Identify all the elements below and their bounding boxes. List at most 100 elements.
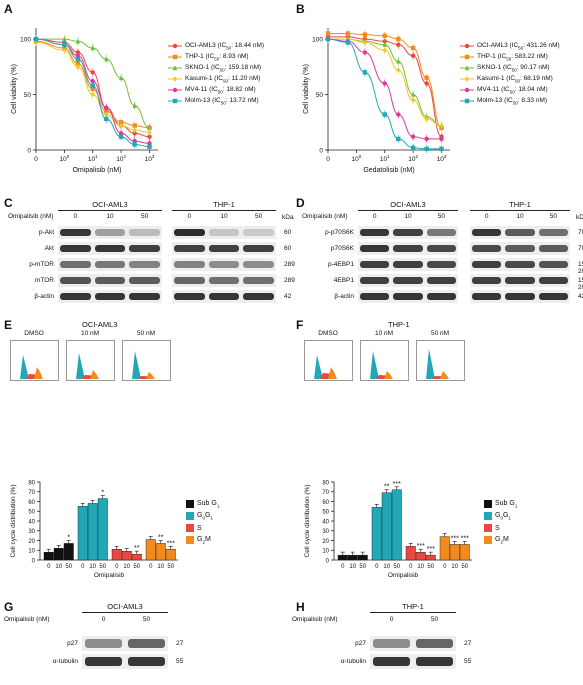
dose-tick-label: 10: [451, 564, 458, 570]
blot-band: [373, 657, 410, 666]
blot-band: [94, 245, 126, 252]
panel-letter-f: F: [296, 318, 304, 332]
dose-tick-label: 0: [443, 564, 447, 570]
y-tick-label: 30: [28, 529, 35, 535]
g2m-peak: [440, 371, 449, 379]
blot-band: [94, 277, 126, 284]
blot-band: [94, 229, 126, 236]
bar: [165, 549, 176, 561]
legend-marker: [464, 43, 470, 49]
cycle-legend-entry: Sub G1: [186, 500, 219, 508]
legend-label: MV4-11 (IC50: 18.04 nM): [477, 86, 548, 95]
data-point: [75, 64, 81, 70]
cycle-legend-swatch: [186, 536, 194, 545]
western-blot-c: OCI-AML3 THP-1 Omipalisib (nM) 0 10 50 0 10 50 kD…: [0, 196, 295, 306]
header-underline: [82, 612, 168, 613]
x-axis-label: Omipalisib: [94, 572, 125, 579]
protein-label: β-actin: [34, 293, 54, 300]
y-tick-label: 60: [322, 500, 329, 506]
data-point: [382, 33, 387, 38]
x-tick-exponent: 3: [444, 154, 447, 159]
x-tick-exponent: 2: [415, 154, 418, 159]
legend-entry: OCI-AML3 (IC50: 18.44 nM): [168, 42, 264, 50]
dose-label: 50: [430, 616, 439, 623]
x-tick-label: 102: [116, 154, 126, 163]
y-tick-label: 0: [319, 148, 323, 155]
blot-band: [360, 261, 390, 268]
blot-band: [538, 245, 568, 252]
dose-label: 10: [220, 213, 228, 220]
g0g1-peak: [364, 351, 379, 379]
dose-tick-label: 50: [427, 564, 434, 570]
data-point: [118, 75, 124, 81]
cycle-legend-swatch: [186, 500, 194, 509]
protein-label: p-Akt: [38, 229, 54, 236]
significance-mark: *: [67, 534, 70, 541]
flow-histogram: [304, 340, 353, 381]
cell-line-header: THP-1: [213, 200, 235, 209]
bar: [77, 506, 88, 561]
data-point: [410, 145, 416, 150]
y-tick-label: 0: [326, 558, 330, 564]
data-point: [147, 125, 152, 131]
blot-band: [472, 261, 502, 268]
data-point: [118, 134, 124, 139]
blot-band: [426, 293, 456, 300]
dose-label: 0: [372, 213, 377, 220]
flow-histogram: [10, 340, 59, 381]
cycle-legend-entry: S: [186, 524, 202, 532]
cycle-legend-entry: G0G1: [484, 512, 511, 520]
data-point: [424, 136, 429, 142]
data-point: [410, 91, 416, 97]
panel-letter-g: G: [4, 600, 14, 614]
x-axis-label: Omipalisib: [388, 572, 419, 579]
flow-histogram: [66, 340, 115, 381]
blot-band: [243, 293, 274, 300]
cycle-legend-label: Sub G1: [495, 500, 518, 509]
blot-band: [505, 293, 535, 300]
cell-line-header: OCI-AML3: [390, 200, 426, 209]
data-point: [104, 111, 109, 118]
histogram-frame: [304, 340, 353, 381]
blot-band: [174, 245, 205, 252]
legend-label: THP-1 (IC50: 583.22 nM): [477, 53, 548, 62]
legend-marker: [464, 65, 470, 71]
data-point: [104, 105, 109, 111]
legend-marker: [172, 43, 178, 49]
legend-marker: [464, 98, 470, 104]
legend-entry: THP-1 (IC50: 583.22 nM): [460, 53, 548, 61]
cycle-legend-label: G0G1: [495, 512, 511, 521]
bar: [391, 489, 402, 561]
data-point: [396, 36, 401, 42]
protein-label: p-mTOR: [29, 261, 54, 268]
data-point: [410, 97, 416, 103]
cell-line-label-f: THP-1: [388, 320, 410, 329]
dose-tick-label: 50: [133, 564, 140, 570]
legend-entry: SKNO-1 (IC50: 90.17 nM): [460, 64, 550, 72]
bar: [145, 539, 156, 561]
legend-marker: [172, 76, 178, 82]
series-line: [327, 38, 442, 150]
legend-swatch: [168, 54, 182, 60]
cycle-legend-entry: G2M: [186, 536, 211, 544]
x-tick-exponent: 0: [67, 154, 70, 159]
blot-band: [505, 277, 535, 284]
western-blot-d: OCI-AML3 THP-1 Omipalisib (nM) 0 10 50 0 10 50 kD…: [292, 196, 583, 306]
dose-tick-label: 50: [359, 564, 366, 570]
kda-value: 55: [176, 658, 184, 665]
kda-value: 289: [284, 261, 295, 268]
legend-swatch: [168, 65, 182, 71]
protein-label: Akt: [44, 245, 54, 252]
western-blot-g: OCI-AML3 Omipalisib (nM) 0 50 p27 27 α-tubulin…: [0, 600, 290, 684]
legend-entry: Kasumi-1 (IC50: 11.20 nM): [168, 75, 260, 83]
dose-label: 0: [73, 213, 78, 220]
histogram-title: DMSO: [24, 330, 44, 337]
g2m-peak: [384, 371, 393, 379]
bar: [155, 543, 166, 561]
dose-tick-label: 10: [89, 564, 96, 570]
data-point: [345, 40, 351, 45]
blot-band: [505, 229, 535, 236]
protein-label: 4EBP1: [333, 277, 354, 284]
blot-band: [243, 261, 274, 268]
protein-label: α-tubulin: [340, 658, 366, 665]
